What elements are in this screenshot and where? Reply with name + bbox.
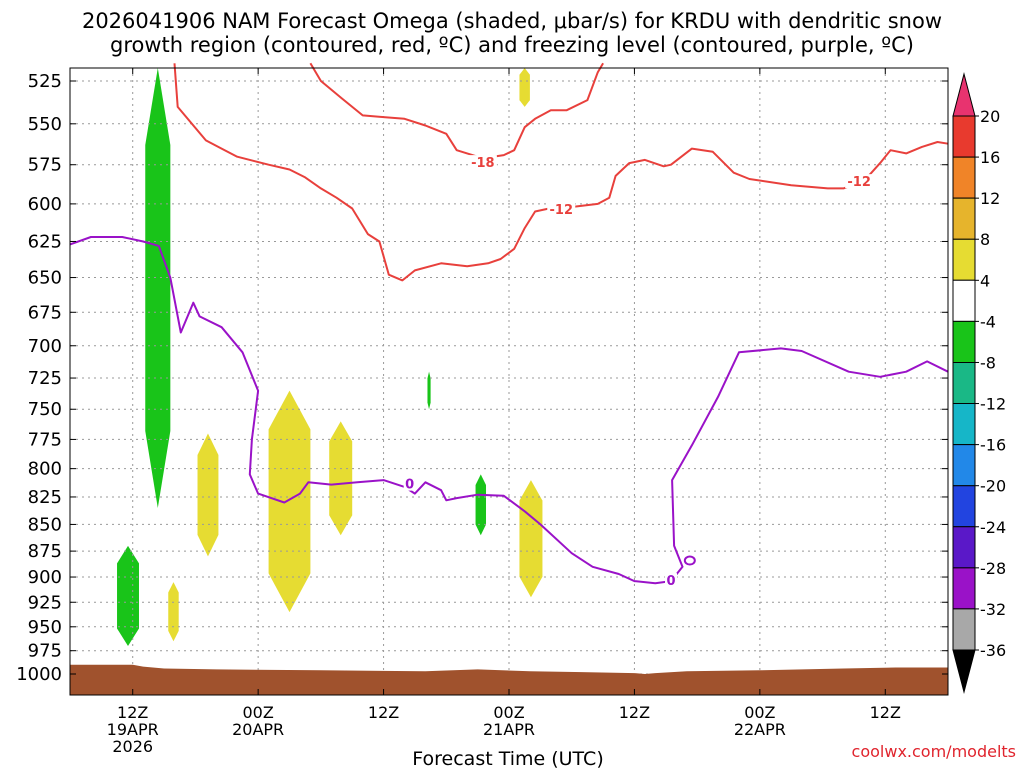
contour-layer: -18 -12 -12 0 0 xyxy=(69,62,949,589)
omega-shading-layer xyxy=(117,68,543,646)
terrain-below-ground xyxy=(70,664,948,695)
colorbar-label: 8 xyxy=(980,230,990,249)
contour-label: -12 xyxy=(847,175,871,190)
y-tick-label: 975 xyxy=(28,641,62,662)
y-tick-label: 850 xyxy=(28,514,62,535)
y-tick-label: 625 xyxy=(28,231,62,252)
y-tick-label: 1000 xyxy=(16,664,62,685)
y-tick-label: 725 xyxy=(28,368,62,389)
colorbar-segment xyxy=(952,72,976,117)
contour-label: -18 xyxy=(471,156,495,171)
colorbar-segment xyxy=(952,403,976,446)
omega-region xyxy=(519,68,530,107)
x-axis-title: Forecast Time (UTC) xyxy=(412,748,603,768)
y-tick-label: 600 xyxy=(28,194,62,215)
colorbar-label: 12 xyxy=(980,189,1000,208)
omega-region xyxy=(197,433,219,557)
colorbar-segment xyxy=(952,608,976,651)
omega-region xyxy=(329,421,353,536)
x-tick-label: 21APR xyxy=(483,720,535,739)
pressure-axis-labels: 525 550 575 600 625 650 675 700 725 750 775 800 825 8… xyxy=(16,71,62,685)
credit-label: coolwx.com/modelts xyxy=(852,742,1016,761)
omega-region xyxy=(475,474,487,536)
colorbar-label: -28 xyxy=(980,559,1006,578)
y-tick-label: 650 xyxy=(28,268,62,289)
omega-region xyxy=(145,68,171,509)
colorbar-segment xyxy=(952,567,976,610)
chart-title-line-2: growth region (contoured, red, ºC) and f… xyxy=(110,33,914,57)
freezing-level-contour xyxy=(69,236,949,585)
contour-label: -12 xyxy=(550,203,574,218)
colorbar-segment xyxy=(952,361,976,405)
contour-label-bg xyxy=(468,155,497,170)
colorbar-segment xyxy=(952,444,976,487)
y-tick-label: 550 xyxy=(28,114,62,135)
y-tick-label: 825 xyxy=(28,487,62,508)
omega-region xyxy=(427,371,431,410)
colorbar-label: 4 xyxy=(980,271,990,290)
x-tick-label: 12Z xyxy=(619,703,650,722)
grid-layer xyxy=(70,68,948,695)
colorbar-segment xyxy=(952,526,976,569)
contour-label-bg xyxy=(403,476,416,491)
y-tick-label: 675 xyxy=(28,302,62,323)
contour-label-bg xyxy=(845,174,874,189)
terrain-layer xyxy=(70,664,948,695)
colorbar-label: -16 xyxy=(980,436,1006,455)
x-tick-label: 2026 xyxy=(112,737,153,756)
x-tick-label: 19APR xyxy=(107,720,159,739)
contour-label-bg xyxy=(547,202,576,217)
y-tick-label: 750 xyxy=(28,399,62,420)
x-tick-label: 22APR xyxy=(734,720,786,739)
omega-region xyxy=(268,390,311,613)
y-tick-label: 525 xyxy=(28,71,62,92)
y-tick-label: 925 xyxy=(28,592,62,613)
colorbar-segment xyxy=(952,649,976,694)
omega-region xyxy=(117,545,139,646)
colorbar-label: -12 xyxy=(980,395,1006,414)
omega-region xyxy=(519,480,543,598)
colorbar-label: -24 xyxy=(980,518,1006,537)
contour-label: 0 xyxy=(666,574,675,589)
colorbar-segment xyxy=(952,320,976,363)
x-tick-label: 20APR xyxy=(232,720,284,739)
y-tick-label: 575 xyxy=(28,155,62,176)
colorbar-label: -32 xyxy=(980,600,1006,619)
colorbar-segment xyxy=(952,238,976,281)
omega-colorbar: 20 16 12 8 4 -4 -8 -12 -16 -20 -24 -28 -32 -36 xyxy=(952,72,1006,694)
x-tick-label: 12Z xyxy=(870,703,901,722)
colorbar-label: 20 xyxy=(980,107,1000,126)
contour-label: 0 xyxy=(405,478,414,493)
x-tick-label: 00Z xyxy=(242,703,273,722)
dsg-minus18-contour xyxy=(173,63,949,282)
colorbar-segment xyxy=(952,197,976,240)
plot-frame-layer xyxy=(69,67,949,696)
x-tick-label: 12Z xyxy=(368,703,399,722)
x-tick-label: 00Z xyxy=(493,703,524,722)
colorbar-label: -20 xyxy=(980,477,1006,496)
colorbar-label: 16 xyxy=(980,148,1000,167)
x-tick-label: 00Z xyxy=(744,703,775,722)
x-tick-label: 12Z xyxy=(117,703,148,722)
colorbar-segment xyxy=(952,115,976,158)
colorbar-segment xyxy=(952,485,976,528)
colorbar-label: -8 xyxy=(980,353,996,372)
colorbar-segment xyxy=(952,279,976,322)
y-tick-label: 900 xyxy=(28,567,62,588)
contour-label-bg xyxy=(665,573,678,588)
omega-region xyxy=(168,582,179,642)
chart-title-line-1: 2026041906 NAM Forecast Omega (shaded, μ… xyxy=(81,9,943,33)
colorbar-label: -4 xyxy=(980,312,996,331)
freezing-level-loop xyxy=(683,555,696,566)
colorbar-label: -36 xyxy=(980,641,1006,660)
y-tick-label: 775 xyxy=(28,429,62,450)
y-tick-label: 800 xyxy=(28,459,62,480)
y-tick-label: 950 xyxy=(28,617,62,638)
dsg-minus12-contour xyxy=(309,62,604,160)
y-tick-label: 700 xyxy=(28,336,62,357)
y-tick-label: 875 xyxy=(28,541,62,562)
colorbar-segment xyxy=(952,156,976,199)
